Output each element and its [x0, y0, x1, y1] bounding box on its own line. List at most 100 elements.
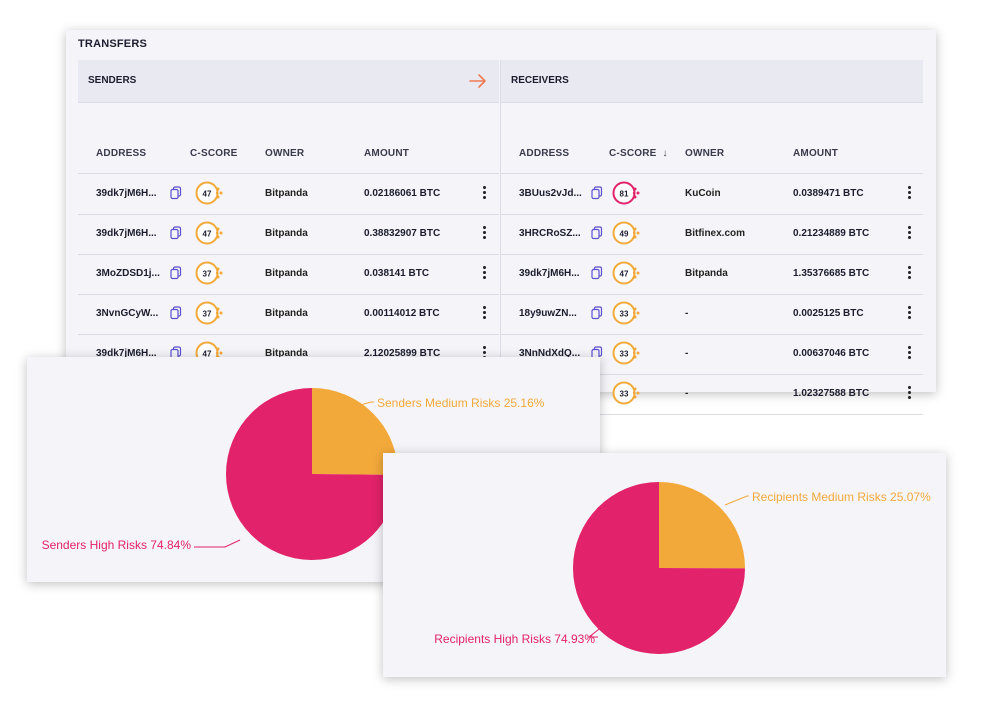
c-score-value: 37	[203, 310, 212, 319]
column-header-address[interactable]: ADDRESS	[96, 148, 147, 159]
column-header-address[interactable]: ADDRESS	[519, 148, 570, 159]
copy-icon[interactable]	[591, 186, 603, 200]
amount-cell: 0.02186061 BTC	[364, 188, 441, 199]
address-cell[interactable]: 3BUus2vJd...	[519, 188, 582, 199]
owner-cell: Bitfinex.com	[685, 228, 746, 239]
senders-pie-svg: Senders Medium Risks 25.16% Senders High …	[42, 388, 545, 560]
amount-cell: 0.00637046 BTC	[793, 348, 870, 359]
copy-icon[interactable]	[170, 266, 182, 280]
amount-cell: 0.038141 BTC	[364, 268, 430, 279]
address-cell[interactable]: 18y9uwZN...	[519, 308, 577, 319]
copy-icon[interactable]	[170, 226, 182, 240]
c-score-value: 37	[203, 270, 212, 279]
table-row[interactable]: 39dk7jM6H... 47 Bitpanda 1.35376685 BTC	[501, 254, 923, 295]
kebab-menu-icon[interactable]	[482, 265, 486, 281]
receivers-header: RECEIVERS	[501, 60, 923, 103]
owner-cell: Bitpanda	[265, 268, 308, 279]
pie-label-leader	[724, 495, 749, 506]
copy-icon[interactable]	[591, 266, 603, 280]
owner-cell: Bitpanda	[265, 308, 308, 319]
table-row[interactable]: 3MoZDSD1j... 37 Bitpanda 0.038141 BTC	[78, 254, 499, 295]
owner-cell: Bitpanda	[265, 228, 308, 239]
pie-slice-label: Recipients High Risks 74.93%	[434, 632, 595, 646]
copy-icon[interactable]	[170, 306, 182, 320]
pie-label-leader	[194, 539, 241, 548]
table-row[interactable]: 39dk7jM6H... 47 Bitpanda 0.02186061 BTC	[78, 174, 499, 215]
c-score-badge: 33	[612, 341, 640, 365]
table-row[interactable]: 3NvnGCyW... 37 Bitpanda 0.00114012 BTC	[78, 294, 499, 335]
address-cell[interactable]: 39dk7jM6H...	[519, 268, 580, 279]
column-header-amount[interactable]: AMOUNT	[793, 148, 839, 159]
sort-down-icon[interactable]: ↓	[659, 148, 668, 159]
copy-icon[interactable]	[591, 226, 603, 240]
address-cell[interactable]: 3NvnGCyW...	[96, 308, 159, 319]
pie-slice-high-risk[interactable]	[226, 388, 398, 560]
c-score-badge: 37	[195, 301, 223, 325]
receivers-header-label: RECEIVERS	[511, 75, 569, 86]
senders-header: SENDERS	[78, 60, 499, 103]
c-score-badge: 47	[612, 261, 640, 285]
amount-cell: 0.21234889 BTC	[793, 228, 870, 239]
address-cell[interactable]: 39dk7jM6H...	[96, 228, 157, 239]
address-cell[interactable]: 3MoZDSD1j...	[96, 268, 160, 279]
amount-cell: 0.38832907 BTC	[364, 228, 441, 239]
column-header-c-score[interactable]: C-SCORE	[190, 148, 238, 159]
kebab-menu-icon[interactable]	[907, 225, 911, 241]
c-score-badge: 81	[612, 181, 640, 205]
table-row[interactable]: 3HRCRoSZ... 49 Bitfinex.com 0.21234889 BTC	[501, 214, 923, 255]
senders-header-label: SENDERS	[88, 75, 137, 86]
pie-slice-medium-risk[interactable]	[659, 482, 745, 569]
c-score-value: 33	[620, 350, 629, 359]
kebab-menu-icon[interactable]	[907, 185, 911, 201]
column-header-c-score[interactable]: C-SCORE ↓	[609, 148, 668, 159]
pie-slice-medium-risk[interactable]	[312, 388, 398, 475]
amount-cell: 1.35376685 BTC	[793, 268, 870, 279]
kebab-menu-icon[interactable]	[482, 305, 486, 321]
address-cell[interactable]: 3NnNdXdQ...	[519, 348, 581, 359]
amount-cell: 0.00114012 BTC	[364, 308, 440, 319]
kebab-menu-icon[interactable]	[482, 185, 486, 201]
address-cell[interactable]: 3HRCRoSZ...	[519, 228, 581, 239]
pie-slice-label: Senders High Risks 74.84%	[42, 538, 192, 552]
column-header-owner[interactable]: OWNER	[685, 148, 725, 159]
table-row[interactable]: 39dk7jM6H... 47 Bitpanda 0.38832907 BTC	[78, 214, 499, 255]
transfers-panel: TRANSFERS SENDERS ADDRESS C-SCORE OWNER AMO…	[66, 30, 936, 415]
pie-slice-label: Senders Medium Risks 25.16%	[377, 396, 545, 410]
c-score-value: 33	[620, 310, 629, 319]
c-score-value: 47	[620, 270, 629, 279]
owner-cell: -	[685, 308, 689, 319]
table-row[interactable]: 3NnNdXdQ... 33 - 0.00637046 BTC	[501, 334, 923, 375]
header-divider	[78, 173, 499, 174]
address-cell[interactable]: 39dk7jM6H...	[96, 348, 157, 359]
c-score-badge: 47	[195, 221, 223, 245]
kebab-menu-icon[interactable]	[907, 265, 911, 281]
address-cell[interactable]: 39dk7jM6H...	[96, 188, 157, 199]
copy-icon[interactable]	[591, 306, 603, 320]
c-score-value: 47	[203, 350, 212, 359]
c-score-value: 33	[620, 390, 629, 399]
c-score-badge: 33	[612, 381, 640, 405]
c-score-value: 47	[203, 230, 212, 239]
amount-cell: 2.12025899 BTC	[364, 348, 441, 359]
column-header-owner[interactable]: OWNER	[265, 148, 305, 159]
amount-cell: 0.0025125 BTC	[793, 308, 864, 319]
kebab-menu-icon[interactable]	[907, 345, 911, 361]
kebab-menu-icon[interactable]	[907, 305, 911, 321]
kebab-menu-icon[interactable]	[482, 225, 486, 241]
kebab-menu-icon[interactable]	[907, 385, 911, 401]
c-score-value: 49	[620, 230, 629, 239]
c-score-badge: 33	[612, 301, 640, 325]
table-row[interactable]: 33 - 1.02327588 BTC	[501, 374, 923, 415]
c-score-value: 81	[620, 190, 629, 199]
column-header-amount[interactable]: AMOUNT	[364, 148, 410, 159]
table-row[interactable]: 3BUus2vJd... 81 KuCoin 0.0389471 BTC	[501, 174, 923, 215]
pie-slice-high-risk[interactable]	[573, 482, 745, 654]
arrow-right-icon	[469, 74, 486, 88]
copy-icon[interactable]	[170, 186, 182, 200]
c-score-badge: 47	[195, 181, 223, 205]
c-score-value: 47	[203, 190, 212, 199]
table-row[interactable]: 18y9uwZN... 33 - 0.0025125 BTC	[501, 294, 923, 335]
owner-cell: Bitpanda	[265, 188, 308, 199]
owner-cell: Bitpanda	[265, 348, 308, 359]
recipients-pie-svg: Recipients Medium Risks 25.07% Recipients…	[434, 482, 931, 654]
